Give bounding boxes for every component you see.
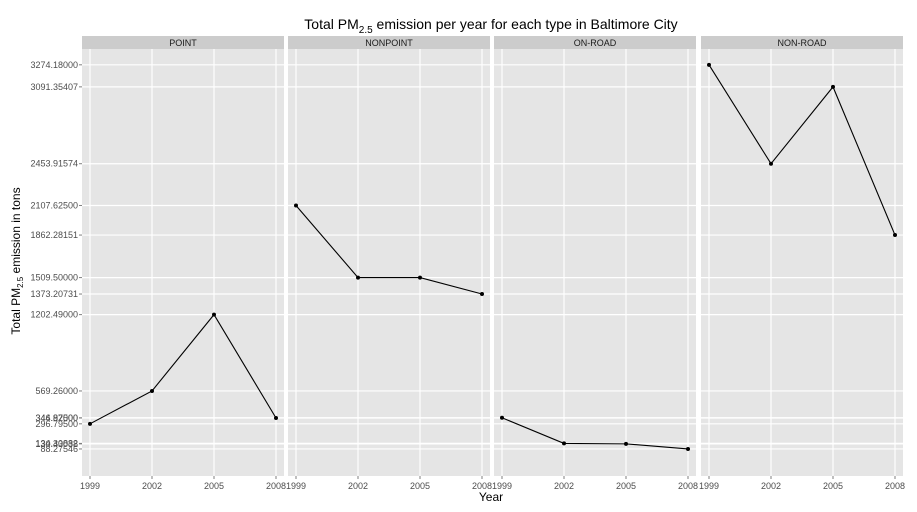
x-tick-label: 2005: [616, 481, 636, 491]
data-point: [624, 441, 628, 446]
x-axis-title: Year: [479, 490, 503, 504]
y-tick-label: 569.26000: [35, 386, 78, 396]
facet-strip-label: NON-ROAD: [778, 38, 827, 48]
y-tick-label: 346.82000: [35, 413, 78, 423]
y-tick-label: 2107.62500: [30, 200, 78, 210]
x-tick-label: 2002: [142, 481, 162, 491]
series-line-non-road: [708, 64, 896, 236]
y-tick-label: 1202.49000: [30, 310, 78, 320]
y-tick-label: 3091.35407: [30, 82, 78, 92]
x-tick-label: 1999: [80, 481, 100, 491]
x-tick-label: 2002: [761, 481, 781, 491]
facet-strip: [82, 36, 284, 49]
data-point: [562, 441, 566, 446]
x-tick-label: 2008: [678, 481, 698, 491]
x-tick-label: 1999: [699, 481, 719, 491]
facet-strip-label: POINT: [169, 38, 197, 48]
series-line-on-road: [501, 417, 689, 450]
facet-strip: [494, 36, 696, 49]
chart-title: Total PM2.5 emission per year for each t…: [304, 16, 677, 36]
y-tick-label: 2453.91574: [30, 159, 78, 169]
y-tick-label: 296.79500: [35, 419, 78, 429]
x-tick-label: 2005: [410, 481, 430, 491]
x-tick-label: 2008: [266, 481, 286, 491]
chart-title-subscript: 2.5: [359, 25, 373, 36]
x-tick-label: 2002: [348, 481, 368, 491]
facet-panel: [82, 49, 284, 476]
data-point: [418, 275, 422, 280]
y-tick-label: 3274.18000: [30, 60, 78, 70]
data-point: [294, 203, 298, 208]
data-point: [212, 312, 216, 317]
x-tick-label: 1999: [492, 481, 512, 491]
x-tick-label: 2008: [472, 481, 492, 491]
data-point: [88, 421, 92, 426]
y-tick-label: 344.97500: [35, 413, 78, 423]
series-line-point: [89, 313, 277, 425]
y-tick-label: 1373.20731: [30, 289, 78, 299]
data-point: [274, 416, 278, 421]
y-tick-label: 130.43038: [35, 439, 78, 449]
facet-strip: [701, 36, 903, 49]
facet-strip: [288, 36, 490, 49]
facet-panel: [701, 49, 903, 476]
y-tick-label: 1509.50000: [30, 273, 78, 283]
data-point: [356, 275, 360, 280]
data-point: [893, 233, 897, 238]
data-point: [686, 446, 690, 451]
x-tick-label: 2008: [885, 481, 905, 491]
data-point: [707, 62, 711, 67]
x-tick-label: 2005: [204, 481, 224, 491]
data-point: [500, 415, 504, 420]
x-tick-label: 1999: [286, 481, 306, 491]
data-point: [480, 292, 484, 297]
y-tick-label: 1862.28151: [30, 230, 78, 240]
y-axis-title-subscript: 2.5: [16, 276, 25, 288]
y-axis-title: Total PM2.5 emission in tons: [9, 187, 25, 334]
y-tick-label: 88.27546: [40, 444, 78, 454]
x-tick-label: 2005: [823, 481, 843, 491]
data-point: [150, 388, 154, 393]
data-point: [831, 84, 835, 89]
x-tick-label: 2002: [554, 481, 574, 491]
facet-panel: [288, 49, 490, 476]
facet-panel: [494, 49, 696, 476]
data-point: [769, 161, 773, 166]
y-tick-label: 134.30882: [35, 438, 78, 448]
facet-strip-label: NONPOINT: [365, 38, 413, 48]
facet-strip-label: ON-ROAD: [574, 38, 617, 48]
series-line-nonpoint: [295, 205, 483, 295]
